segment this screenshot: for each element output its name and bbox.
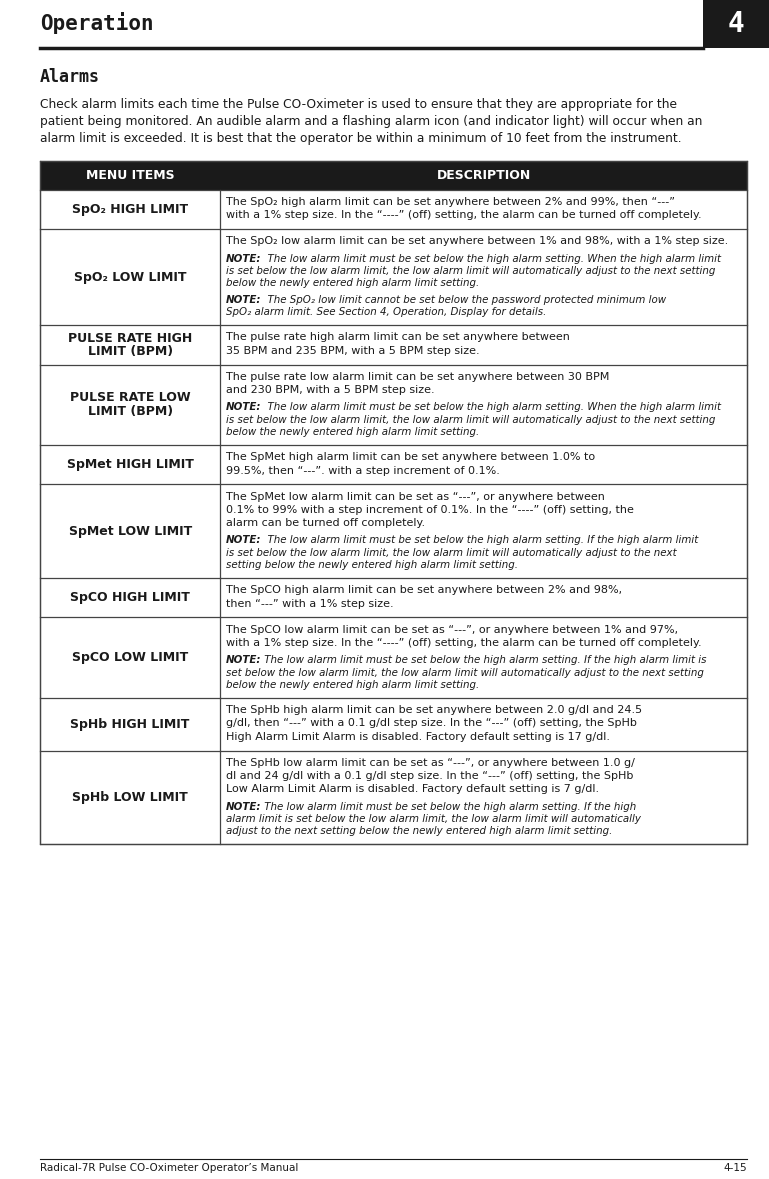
Bar	[40, 618, 747, 698]
Text: LIMIT (BPM): LIMIT (BPM)	[88, 344, 173, 358]
Bar	[40, 190, 747, 229]
Text: and 230 BPM, with a 5 BPM step size.: and 230 BPM, with a 5 BPM step size.	[226, 386, 434, 395]
Text: SpHb HIGH LIMIT: SpHb HIGH LIMIT	[71, 718, 190, 731]
Text: The pulse rate low alarm limit can be set anywhere between 30 BPM: The pulse rate low alarm limit can be se…	[226, 371, 609, 382]
Text: 99.5%, then “---”. with a step increment of 0.1%.: 99.5%, then “---”. with a step increment…	[226, 466, 500, 475]
Text: set below the low alarm limit, the low alarm limit will automatically adjust to : set below the low alarm limit, the low a…	[226, 667, 704, 678]
Text: SpO₂ LOW LIMIT: SpO₂ LOW LIMIT	[74, 270, 186, 284]
Text: The SpO₂ low alarm limit can be set anywhere between 1% and 98%, with a 1% step : The SpO₂ low alarm limit can be set anyw…	[226, 237, 728, 246]
Bar	[40, 325, 747, 364]
Text: PULSE RATE LOW: PULSE RATE LOW	[70, 391, 191, 404]
Text: SpHb LOW LIMIT: SpHb LOW LIMIT	[72, 791, 188, 804]
Text: Check alarm limits each time the Pulse CO-Oximeter is used to ensure that they a: Check alarm limits each time the Pulse C…	[40, 98, 677, 111]
Text: The low alarm limit must be set below the high alarm setting. When the high alar: The low alarm limit must be set below th…	[261, 402, 721, 413]
Bar	[40, 364, 747, 444]
Text: MENU ITEMS: MENU ITEMS	[86, 169, 175, 182]
Text: alarm can be turned off completely.: alarm can be turned off completely.	[226, 518, 425, 528]
Text: Alarms: Alarms	[40, 68, 100, 86]
Bar	[40, 485, 747, 578]
Text: dl and 24 g/dl with a 0.1 g/dl step size. In the “---” (off) setting, the SpHb: dl and 24 g/dl with a 0.1 g/dl step size…	[226, 771, 633, 780]
Text: The SpMet high alarm limit can be set anywhere between 1.0% to: The SpMet high alarm limit can be set an…	[226, 453, 595, 462]
Bar	[40, 162, 747, 844]
Text: is set below the low alarm limit, the low alarm limit will automatically adjust : is set below the low alarm limit, the lo…	[226, 548, 677, 558]
Text: High Alarm Limit Alarm is disabled. Factory default setting is 17 g/dl.: High Alarm Limit Alarm is disabled. Fact…	[226, 732, 610, 742]
Bar	[40, 698, 747, 751]
Text: then “---” with a 1% step size.: then “---” with a 1% step size.	[226, 599, 394, 608]
Text: SpCO LOW LIMIT: SpCO LOW LIMIT	[72, 651, 188, 664]
Text: SpMet LOW LIMIT: SpMet LOW LIMIT	[68, 525, 191, 538]
Text: patient being monitored. An audible alarm and a flashing alarm icon (and indicat: patient being monitored. An audible alar…	[40, 114, 702, 127]
Text: below the newly entered high alarm limit setting.: below the newly entered high alarm limit…	[226, 427, 479, 437]
Text: Radical-7R Pulse CO-Oximeter Operator’s Manual: Radical-7R Pulse CO-Oximeter Operator’s …	[40, 1162, 298, 1173]
Text: The SpHb high alarm limit can be set anywhere between 2.0 g/dl and 24.5: The SpHb high alarm limit can be set any…	[226, 705, 642, 716]
Text: The SpO₂ low limit cannot be set below the password protected minimum low: The SpO₂ low limit cannot be set below t…	[261, 295, 667, 305]
Text: The low alarm limit must be set below the high alarm setting. When the high alar: The low alarm limit must be set below th…	[261, 253, 721, 264]
Text: is set below the low alarm limit, the low alarm limit will automatically adjust : is set below the low alarm limit, the lo…	[226, 415, 715, 424]
Text: PULSE RATE HIGH: PULSE RATE HIGH	[68, 331, 192, 344]
Text: 0.1% to 99% with a step increment of 0.1%. In the “----” (off) setting, the: 0.1% to 99% with a step increment of 0.1…	[226, 505, 634, 515]
Text: with a 1% step size. In the “----” (off) setting, the alarm can be turned off co: with a 1% step size. In the “----” (off)…	[226, 210, 701, 220]
Bar	[40, 444, 747, 485]
Bar	[40, 229, 747, 325]
Text: The SpCO low alarm limit can be set as “---”, or anywhere between 1% and 97%,: The SpCO low alarm limit can be set as “…	[226, 625, 678, 634]
Bar	[40, 162, 747, 190]
Text: NOTE:: NOTE:	[226, 656, 261, 665]
Text: 4: 4	[727, 9, 744, 38]
Text: NOTE:: NOTE:	[226, 402, 261, 413]
Text: below the newly entered high alarm limit setting.: below the newly entered high alarm limit…	[226, 680, 479, 690]
Text: The SpO₂ high alarm limit can be set anywhere between 2% and 99%, then “---”: The SpO₂ high alarm limit can be set any…	[226, 197, 674, 208]
Text: 4-15: 4-15	[724, 1162, 747, 1173]
Text: The low alarm limit must be set below the high alarm setting. If the high alarm : The low alarm limit must be set below th…	[261, 656, 707, 665]
Text: SpO₂ alarm limit. See Section 4, Operation, Display for details.: SpO₂ alarm limit. See Section 4, Operati…	[226, 308, 546, 317]
Text: The SpCO high alarm limit can be set anywhere between 2% and 98%,: The SpCO high alarm limit can be set any…	[226, 585, 622, 595]
Text: SpO₂ HIGH LIMIT: SpO₂ HIGH LIMIT	[72, 203, 188, 216]
Text: DESCRIPTION: DESCRIPTION	[437, 169, 531, 182]
Text: NOTE:: NOTE:	[226, 535, 261, 546]
Text: NOTE:: NOTE:	[226, 295, 261, 305]
Text: is set below the low alarm limit, the low alarm limit will automatically adjust : is set below the low alarm limit, the lo…	[226, 266, 715, 276]
Text: 35 BPM and 235 BPM, with a 5 BPM step size.: 35 BPM and 235 BPM, with a 5 BPM step si…	[226, 345, 479, 356]
Text: g/dl, then “---” with a 0.1 g/dl step size. In the “---” (off) setting, the SpHb: g/dl, then “---” with a 0.1 g/dl step si…	[226, 718, 637, 729]
Text: NOTE:: NOTE:	[226, 802, 261, 811]
Text: The low alarm limit must be set below the high alarm setting. If the high alarm : The low alarm limit must be set below th…	[261, 535, 698, 546]
Text: The low alarm limit must be set below the high alarm setting. If the high: The low alarm limit must be set below th…	[261, 802, 637, 811]
Text: The SpMet low alarm limit can be set as “---”, or anywhere between: The SpMet low alarm limit can be set as …	[226, 492, 604, 501]
Text: with a 1% step size. In the “----” (off) setting, the alarm can be turned off co: with a 1% step size. In the “----” (off)…	[226, 638, 701, 648]
Bar	[40, 751, 747, 844]
Bar	[40, 578, 747, 618]
Text: SpCO HIGH LIMIT: SpCO HIGH LIMIT	[70, 591, 190, 604]
Text: adjust to the next setting below the newly entered high alarm limit setting.: adjust to the next setting below the new…	[226, 826, 612, 836]
Text: The SpHb low alarm limit can be set as “---”, or anywhere between 1.0 g/: The SpHb low alarm limit can be set as “…	[226, 758, 634, 768]
Text: below the newly entered high alarm limit setting.: below the newly entered high alarm limit…	[226, 278, 479, 289]
Text: alarm limit is exceeded. It is best that the operator be within a minimum of 10 : alarm limit is exceeded. It is best that…	[40, 132, 681, 145]
Text: SpMet HIGH LIMIT: SpMet HIGH LIMIT	[67, 457, 194, 470]
Text: Operation: Operation	[40, 12, 154, 34]
Text: alarm limit is set below the low alarm limit, the low alarm limit will automatic: alarm limit is set below the low alarm l…	[226, 814, 641, 824]
Text: LIMIT (BPM): LIMIT (BPM)	[88, 404, 173, 417]
Bar	[703, 0, 769, 48]
Text: NOTE:: NOTE:	[226, 253, 261, 264]
Text: Low Alarm Limit Alarm is disabled. Factory default setting is 7 g/dl.: Low Alarm Limit Alarm is disabled. Facto…	[226, 784, 599, 795]
Text: The pulse rate high alarm limit can be set anywhere between: The pulse rate high alarm limit can be s…	[226, 332, 570, 342]
Text: setting below the newly entered high alarm limit setting.: setting below the newly entered high ala…	[226, 560, 518, 571]
